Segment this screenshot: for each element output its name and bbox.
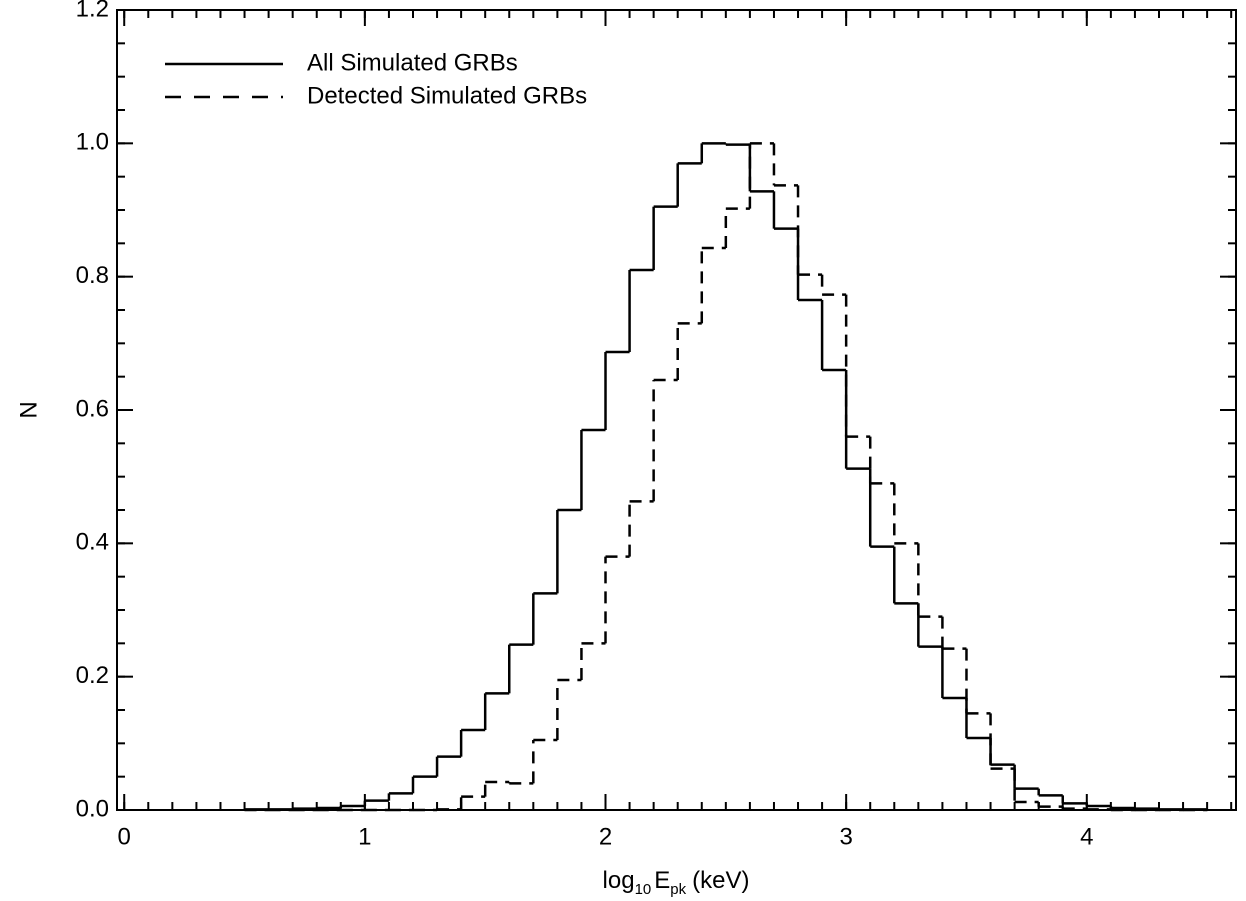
plot-frame [116, 9, 1237, 811]
x-tick-label: 4 [1080, 823, 1093, 850]
y-tick-label: 0.0 [76, 795, 109, 822]
x-tick-label: 2 [599, 823, 612, 850]
y-axis-label: N [15, 401, 42, 418]
y-tick-label: 0.6 [76, 395, 109, 422]
x-tick-label: 1 [358, 823, 371, 850]
y-tick-label: 0.8 [76, 262, 109, 289]
x-label-unit: (keV) [692, 867, 749, 894]
x-label-sub: pk [670, 881, 686, 898]
x-label-var: E [654, 867, 670, 894]
x-tick-label: 0 [118, 823, 131, 850]
x-axis-label: log10 Epk (keV) [603, 867, 750, 898]
y-tick-label: 1.2 [76, 0, 109, 22]
legend-label: All Simulated GRBs [307, 49, 518, 76]
y-tick-label: 1.0 [76, 129, 109, 156]
x-label-base: log [603, 867, 635, 894]
x-label-sub: 10 [635, 881, 652, 898]
y-tick-label: 0.2 [76, 662, 109, 689]
legend-label: Detected Simulated GRBs [307, 82, 587, 109]
x-tick-label: 3 [839, 823, 852, 850]
y-tick-label: 0.4 [76, 529, 109, 556]
